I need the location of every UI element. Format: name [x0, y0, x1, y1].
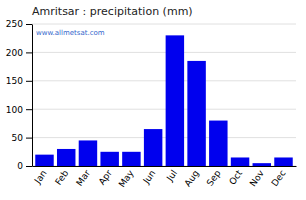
- annotation: www.allmetsat.com: [36, 29, 105, 37]
- y-tick: 100: [6, 105, 32, 115]
- x-tick: May: [117, 168, 136, 190]
- bar: [253, 163, 271, 166]
- tick-label: Jul: [164, 168, 179, 183]
- tick-mark: [26, 109, 32, 110]
- tick-label: Apr: [97, 168, 114, 187]
- bar: [79, 140, 97, 166]
- x-tick: Jun: [141, 168, 158, 186]
- tick-mark: [26, 52, 32, 53]
- tick-label: Nov: [248, 168, 267, 189]
- axis-line: [32, 25, 33, 167]
- y-tick: 200: [6, 48, 32, 58]
- bar: [187, 61, 205, 166]
- axis-line: [33, 166, 297, 167]
- tick-label: 250: [6, 19, 23, 29]
- x-tick: Feb: [53, 168, 70, 187]
- tick-mark: [26, 24, 32, 25]
- chart: 0 50 100 150 200 250 JanFebMar AprMay Jun Jul AugS…: [0, 0, 306, 200]
- tick-label: 200: [6, 48, 23, 58]
- bar: [209, 121, 227, 166]
- x-tick: Jul: [164, 168, 179, 183]
- bar: [35, 155, 53, 166]
- x-tick: Nov: [248, 168, 267, 189]
- x-tick: Mar: [74, 168, 92, 188]
- tick-label: 50: [12, 133, 24, 143]
- tick-mark: [26, 166, 32, 167]
- y-tick: 250: [6, 19, 32, 29]
- tick-label: May: [117, 168, 136, 190]
- bar: [144, 129, 162, 166]
- tick-label: Feb: [53, 168, 70, 187]
- bar: [100, 152, 118, 166]
- tick-label: Oct: [227, 168, 244, 187]
- tick-label: Mar: [74, 168, 92, 188]
- tick-label: Sep: [205, 168, 223, 188]
- bars: [35, 35, 292, 166]
- x-tick: Jan: [32, 168, 49, 186]
- title: Amritsar : precipitation (mm): [32, 5, 193, 18]
- grid-line: [32, 137, 296, 138]
- x-tick: Dec: [270, 168, 288, 188]
- y-tick: 0: [17, 161, 32, 171]
- bar: [231, 157, 249, 166]
- tick-label: Aug: [183, 168, 201, 188]
- tick-label: 150: [6, 76, 23, 86]
- bar: [57, 149, 75, 166]
- tick-label: Jun: [141, 168, 158, 186]
- grid-line: [32, 109, 296, 110]
- tick-label: Dec: [270, 168, 288, 188]
- tick-label: 0: [17, 161, 23, 171]
- y-tick: 150: [6, 76, 32, 86]
- tick-label: Jan: [32, 168, 49, 186]
- tick-mark: [26, 138, 32, 139]
- y-tick: 50: [12, 133, 32, 143]
- bar: [166, 35, 184, 166]
- x-tick: Sep: [205, 168, 223, 188]
- grid-line: [32, 80, 296, 81]
- grid-line: [32, 24, 296, 25]
- tick-label: 100: [6, 105, 23, 115]
- bar: [122, 152, 140, 166]
- x-axis: JanFebMar AprMay Jun Jul AugSepOctNovDec: [32, 167, 297, 190]
- grid: [32, 24, 296, 166]
- grid-line: [32, 52, 296, 53]
- x-tick: Aug: [183, 168, 201, 188]
- x-tick: Apr: [97, 168, 114, 187]
- x-tick: Oct: [227, 168, 244, 187]
- y-axis: 0 50 100 150 200 250: [6, 19, 33, 171]
- tick-mark: [26, 81, 32, 82]
- bar: [274, 157, 292, 166]
